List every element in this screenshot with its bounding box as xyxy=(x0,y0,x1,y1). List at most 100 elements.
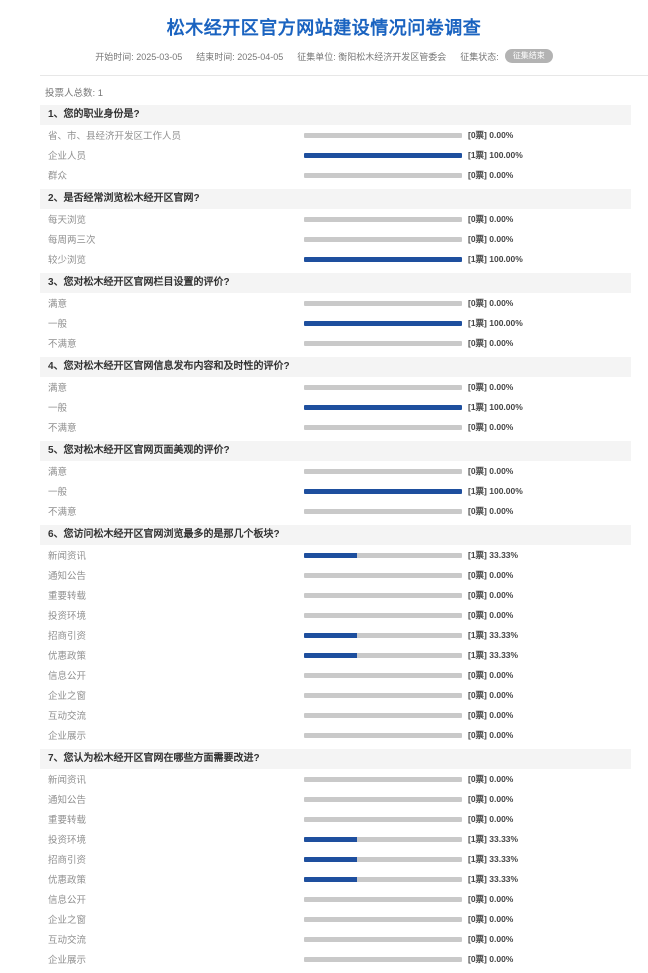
option-row: 每周两三次 [0票] 0.00% xyxy=(40,229,631,249)
option-row: 满意 [0票] 0.00% xyxy=(40,377,631,397)
result-bar xyxy=(304,468,462,474)
option-row: 一般 [1票] 100.00% xyxy=(40,481,631,501)
question-title-text: 4、您对松木经开区官网信息发布内容和及时性的评价? xyxy=(48,361,290,372)
option-votes: [0票] 0.00% xyxy=(468,382,514,392)
option-votes: [1票] 33.33% xyxy=(468,874,519,884)
option-votes: [1票] 33.33% xyxy=(468,630,519,640)
option-row: 招商引资 [1票] 33.33% xyxy=(40,625,631,645)
result-bar xyxy=(304,152,462,158)
option-row: 满意 [0票] 0.00% xyxy=(40,293,631,313)
option-row: 企业展示 [0票] 0.00% xyxy=(40,949,631,969)
result-bar xyxy=(304,796,462,802)
option-row: 通知公告 [0票] 0.00% xyxy=(40,565,631,585)
question-title: 1、您的职业身份是? xyxy=(40,105,631,125)
option-votes: [1票] 100.00% xyxy=(468,254,523,264)
result-bar xyxy=(304,692,462,698)
result-bar xyxy=(304,776,462,782)
question-block: 4、您对松木经开区官网信息发布内容和及时性的评价? 满意 [0票] 0.00% … xyxy=(40,357,631,437)
option-label: 通知公告 xyxy=(48,795,87,806)
result-bar xyxy=(304,712,462,718)
option-label: 信息公开 xyxy=(48,671,87,682)
option-votes: [0票] 0.00% xyxy=(468,794,514,804)
result-bar xyxy=(304,896,462,902)
question-title: 5、您对松木经开区官网页面美观的评价? xyxy=(40,441,631,461)
option-row: 优惠政策 [1票] 33.33% xyxy=(40,869,631,889)
option-group: 新闻资讯 [0票] 0.00% 通知公告 [0票] 0.00% 重要转载 [0票… xyxy=(40,769,631,969)
option-votes: [0票] 0.00% xyxy=(468,170,514,180)
question-title-text: 3、您对松木经开区官网栏目设置的评价? xyxy=(48,277,230,288)
option-label: 优惠政策 xyxy=(48,651,87,662)
result-bar-fill xyxy=(304,836,357,842)
question-block: 6、您访问松木经开区官网浏览最多的是那几个板块? 新闻资讯 [1票] 33.33… xyxy=(40,525,631,745)
meta-collecting-org: 征集单位: 衡阳松木经济开发区管委会 xyxy=(297,51,447,62)
option-votes: [0票] 0.00% xyxy=(468,610,514,620)
option-row: 企业之窗 [0票] 0.00% xyxy=(40,909,631,929)
question-block: 1、您的职业身份是? 省、市、县经济开发区工作人员 [0票] 0.00% 企业人… xyxy=(40,105,631,185)
option-row: 招商引资 [1票] 33.33% xyxy=(40,849,631,869)
option-row: 不满意 [0票] 0.00% xyxy=(40,501,631,521)
option-label: 互动交流 xyxy=(48,935,87,946)
option-label: 新闻资讯 xyxy=(48,551,87,562)
option-group: 新闻资讯 [1票] 33.33% 通知公告 [0票] 0.00% 重要转载 [0… xyxy=(40,545,631,745)
result-bar xyxy=(304,488,462,494)
option-label: 企业人员 xyxy=(48,151,87,162)
option-row: 一般 [1票] 100.00% xyxy=(40,313,631,333)
option-label: 不满意 xyxy=(48,423,77,434)
option-row: 每天浏览 [0票] 0.00% xyxy=(40,209,631,229)
option-row: 一般 [1票] 100.00% xyxy=(40,397,631,417)
result-bar xyxy=(304,320,462,326)
option-row: 省、市、县经济开发区工作人员 [0票] 0.00% xyxy=(40,125,631,145)
question-title-text: 1、您的职业身份是? xyxy=(48,109,140,120)
option-votes: [0票] 0.00% xyxy=(468,934,514,944)
option-group: 满意 [0票] 0.00% 一般 [1票] 100.00% 不满意 [0票] 0… xyxy=(40,461,631,521)
meta-status-label: 征集状态: xyxy=(460,51,499,62)
option-votes: [0票] 0.00% xyxy=(468,710,514,720)
result-bar xyxy=(304,572,462,578)
option-votes: [1票] 33.33% xyxy=(468,550,519,560)
result-bar xyxy=(304,236,462,242)
result-bar-fill xyxy=(304,256,462,262)
option-votes: [1票] 100.00% xyxy=(468,150,523,160)
result-bar-fill xyxy=(304,320,462,326)
option-label: 重要转载 xyxy=(48,815,87,826)
option-votes: [0票] 0.00% xyxy=(468,774,514,784)
result-bar xyxy=(304,876,462,882)
option-row: 重要转载 [0票] 0.00% xyxy=(40,809,631,829)
option-votes: [0票] 0.00% xyxy=(468,298,514,308)
result-bar xyxy=(304,856,462,862)
result-bar xyxy=(304,256,462,262)
question-title: 7、您认为松木经开区官网在哪些方面需要改进? xyxy=(40,749,631,769)
result-bar xyxy=(304,340,462,346)
option-row: 群众 [0票] 0.00% xyxy=(40,165,631,185)
option-label: 群众 xyxy=(48,171,68,182)
result-bar-fill xyxy=(304,632,357,638)
question-title-text: 6、您访问松木经开区官网浏览最多的是那几个板块? xyxy=(48,529,280,540)
option-votes: [0票] 0.00% xyxy=(468,466,514,476)
option-label: 企业展示 xyxy=(48,955,87,966)
option-row: 投资环境 [0票] 0.00% xyxy=(40,605,631,625)
option-label: 一般 xyxy=(48,403,68,414)
option-label: 一般 xyxy=(48,487,68,498)
option-votes: [0票] 0.00% xyxy=(468,234,514,244)
result-bar xyxy=(304,172,462,178)
option-label: 每天浏览 xyxy=(48,215,87,226)
question-title-text: 7、您认为松木经开区官网在哪些方面需要改进? xyxy=(48,753,260,764)
option-label: 企业之窗 xyxy=(48,915,87,926)
option-row: 新闻资讯 [0票] 0.00% xyxy=(40,769,631,789)
option-row: 较少浏览 [1票] 100.00% xyxy=(40,249,631,269)
option-label: 满意 xyxy=(48,299,68,310)
option-group: 满意 [0票] 0.00% 一般 [1票] 100.00% 不满意 [0票] 0… xyxy=(40,377,631,437)
result-bar xyxy=(304,300,462,306)
result-bar-fill xyxy=(304,488,462,494)
result-bar xyxy=(304,956,462,962)
option-row: 满意 [0票] 0.00% xyxy=(40,461,631,481)
option-votes: [0票] 0.00% xyxy=(468,690,514,700)
option-votes: [0票] 0.00% xyxy=(468,570,514,580)
result-bar-fill xyxy=(304,152,462,158)
option-votes: [1票] 33.33% xyxy=(468,854,519,864)
option-votes: [1票] 33.33% xyxy=(468,834,519,844)
option-label: 招商引资 xyxy=(48,631,87,642)
result-bar-fill xyxy=(304,856,357,862)
option-row: 企业人员 [1票] 100.00% xyxy=(40,145,631,165)
option-row: 新闻资讯 [1票] 33.33% xyxy=(40,545,631,565)
